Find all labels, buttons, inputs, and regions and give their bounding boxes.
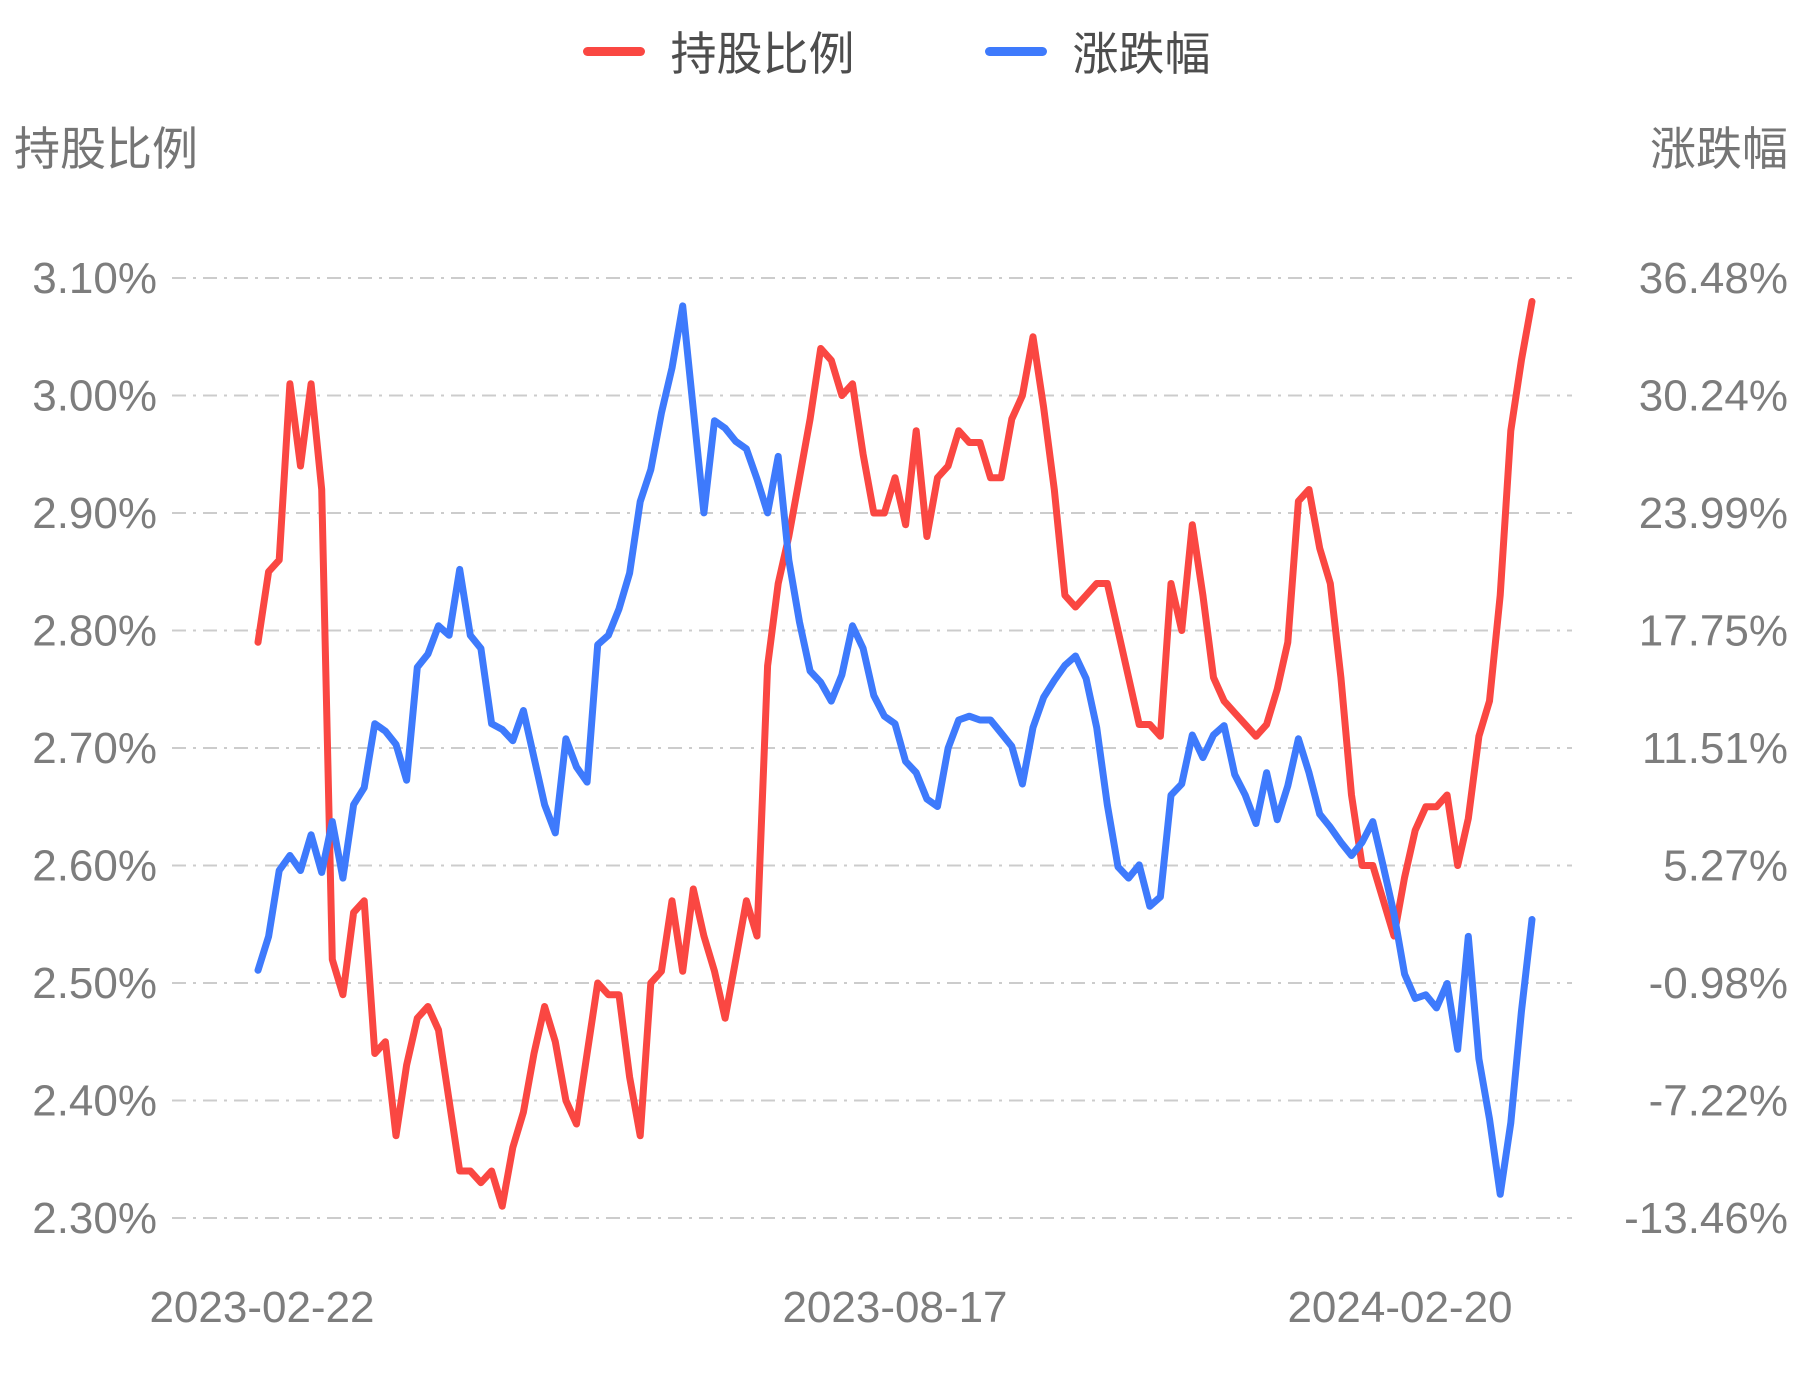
legend-item-holding-ratio[interactable]: 持股比例 xyxy=(582,18,855,84)
left-axis-tick: 2.90% xyxy=(32,489,157,538)
left-axis-tick: 2.80% xyxy=(32,607,157,656)
left-axis-tick: 3.00% xyxy=(32,372,157,421)
legend: 持股比例 涨跌幅 xyxy=(0,18,1793,84)
right-axis-tick: -0.98% xyxy=(1649,959,1788,1008)
right-axis-tick: 17.75% xyxy=(1639,607,1788,656)
left-axis-tick: 2.40% xyxy=(32,1077,157,1126)
right-axis-tick: 30.24% xyxy=(1639,372,1788,421)
left-axis-tick: 2.60% xyxy=(32,842,157,891)
legend-label-holding-ratio: 持股比例 xyxy=(670,28,855,80)
legend-label-change-pct: 涨跌幅 xyxy=(1072,28,1211,80)
x-axis-tick: 2023-02-22 xyxy=(149,1283,374,1332)
right-axis-tick: 36.48% xyxy=(1639,254,1788,303)
series-line-holding-ratio xyxy=(254,298,1536,1210)
series-line-change-pct xyxy=(254,302,1536,1198)
left-axis-tick: 2.70% xyxy=(32,724,157,773)
legend-line-blue-icon xyxy=(984,46,1047,56)
legend-item-change-pct[interactable]: 涨跌幅 xyxy=(984,18,1211,84)
left-axis-tick: 2.30% xyxy=(32,1194,157,1243)
right-axis-tick: -7.22% xyxy=(1649,1077,1788,1126)
left-axis-tick: 3.10% xyxy=(32,254,157,303)
right-axis-tick: 11.51% xyxy=(1642,724,1788,773)
legend-line-red-icon xyxy=(582,46,645,56)
right-axis-tick: -13.46% xyxy=(1624,1194,1788,1243)
left-axis-title: 持股比例 xyxy=(14,123,198,175)
x-axis-tick: 2023-08-17 xyxy=(782,1283,1007,1332)
x-axis-tick: 2024-02-20 xyxy=(1287,1283,1512,1332)
left-axis-tick: 2.50% xyxy=(32,959,157,1008)
right-axis-tick: 5.27% xyxy=(1663,842,1788,891)
right-axis-title: 涨跌幅 xyxy=(1650,123,1788,175)
right-axis-tick: 23.99% xyxy=(1639,489,1788,538)
